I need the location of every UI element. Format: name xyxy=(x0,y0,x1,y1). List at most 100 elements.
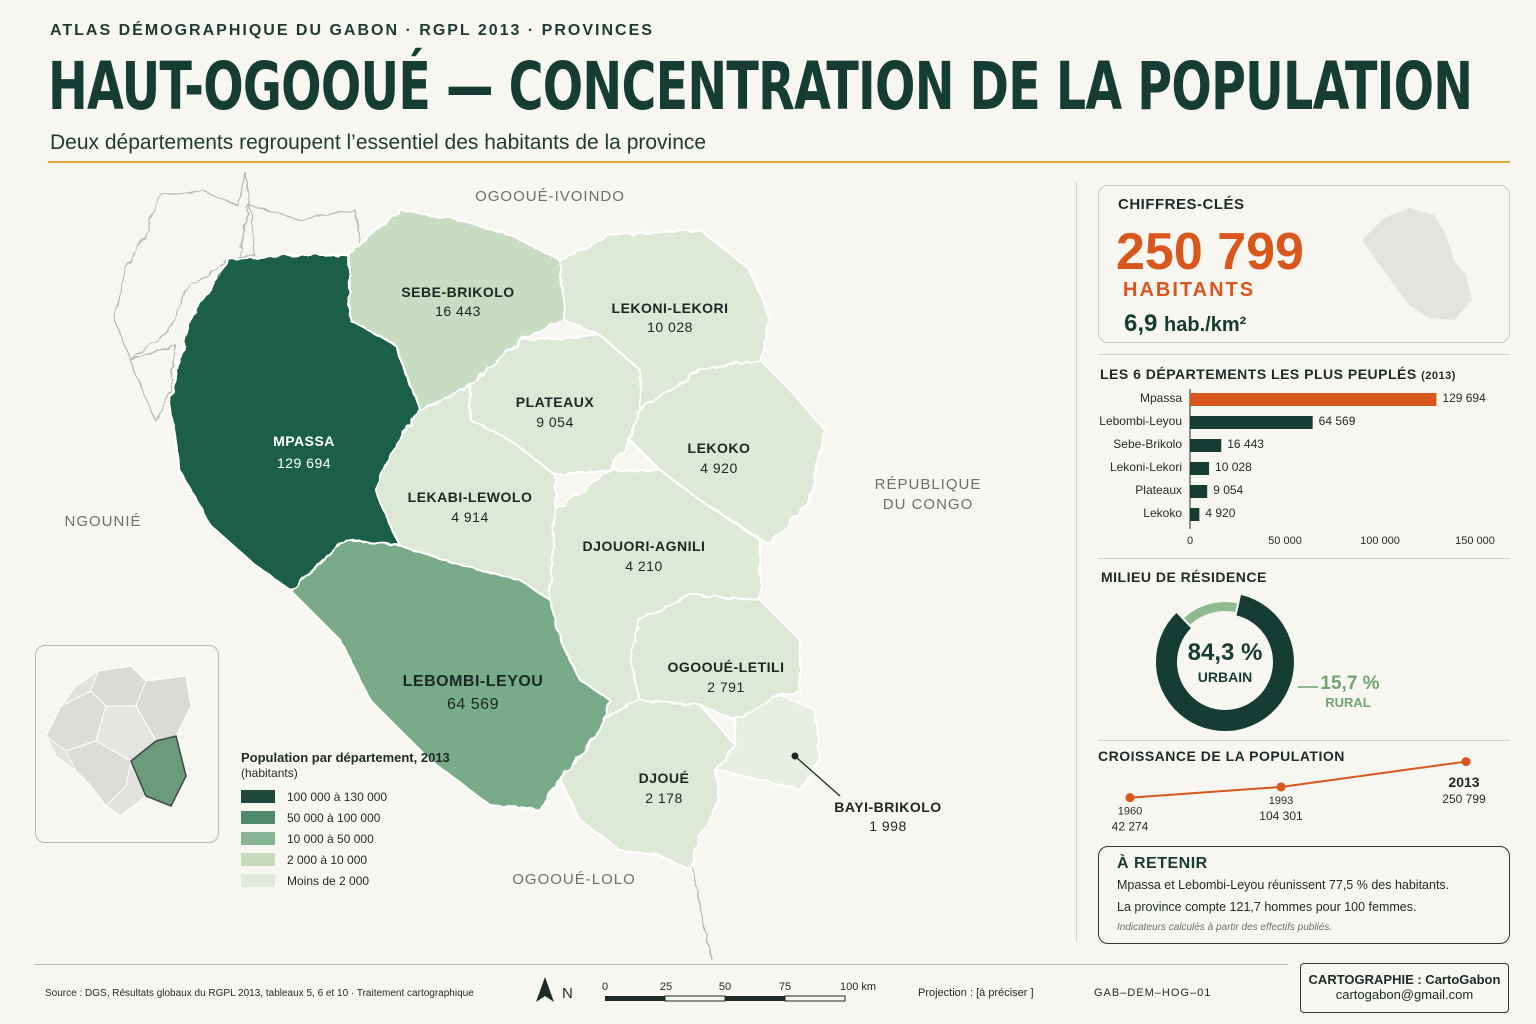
bar-value-label: 9 054 xyxy=(1213,483,1243,497)
growth-point xyxy=(1461,757,1471,767)
legend-subtitle: (habitants) xyxy=(241,766,298,780)
legend-label: Moins de 2 000 xyxy=(287,873,370,888)
province-silhouette-icon xyxy=(1362,208,1472,320)
population-growth-chart: 1960 42 274 1993 104 301 2013 250 799 xyxy=(1112,757,1486,834)
label-lekoko-name: LEKOKO xyxy=(688,440,751,456)
north-label: N xyxy=(562,985,573,1002)
residence-donut-chart: 84,3 % URBAIN 15,7 %RURAL xyxy=(1154,592,1380,733)
bar-category-label: Lekoko xyxy=(1143,506,1182,520)
bar-value-label: 64 569 xyxy=(1319,414,1356,428)
bar-axis-tick: 0 xyxy=(1187,535,1193,547)
legend-label: 10 000 à 50 000 xyxy=(287,831,374,846)
top-departments-bar-chart: Mpassa 129 694 Lebombi-Leyou 64 569 Sebe-Bri… xyxy=(1099,389,1495,547)
neighbor-east-line2: DU CONGO xyxy=(883,496,974,513)
donut-slice xyxy=(1181,600,1240,628)
density-value: 6,9 xyxy=(1124,310,1158,337)
key-takeaways-card: À RETENIR Mpassa et Lebombi-Leyou réunis… xyxy=(1098,846,1510,944)
legend-item: Moins de 2 000 xyxy=(241,870,451,891)
takeaway-line: Mpassa et Lebombi-Leyou réunissent 77,5 … xyxy=(1117,878,1450,892)
legend-item: 50 000 à 100 000 xyxy=(241,807,451,828)
dept-mpassa xyxy=(169,254,421,591)
population-unit: HABITANTS xyxy=(1123,279,1256,301)
separator xyxy=(1098,354,1510,355)
label-bayi-value: 1 998 xyxy=(869,818,907,834)
growth-year-label: 1993 xyxy=(1269,795,1293,807)
page-subtitle: Deux départements regroupent l’essentiel… xyxy=(50,131,707,154)
growth-line xyxy=(1129,760,1467,799)
north-arrow-icon: N xyxy=(536,977,573,1002)
growth-value-label: 104 301 xyxy=(1259,809,1303,823)
key-figures-card: CHIFFRES-CLÉS 250 799 HABITANTS 6,9 hab.… xyxy=(1098,185,1510,343)
label-mpassa-value: 129 694 xyxy=(277,455,331,471)
label-lebombi-value: 64 569 xyxy=(447,696,499,713)
legend-item: 10 000 à 50 000 xyxy=(241,828,451,849)
takeaway-line: La province compte 121,7 hommes pour 100… xyxy=(1117,900,1417,914)
label-djouori-name: DJOUORI-AGNILI xyxy=(583,538,706,554)
map-code: GAB–DEM–HOG–01 xyxy=(1094,987,1212,999)
takeaways-title: À RETENIR xyxy=(1117,855,1208,872)
footer-rule xyxy=(35,964,1288,965)
label-lebombi-name: LEBOMBI-LEYOU xyxy=(403,673,544,690)
scale-tick: 25 xyxy=(660,981,672,993)
rural-label: RURAL xyxy=(1325,695,1371,710)
dept-lebombi-leyou xyxy=(289,539,611,811)
neighbor-west: NGOUNIÉ xyxy=(64,513,141,530)
donut-slice xyxy=(1154,592,1296,733)
label-lekabi-name: LEKABI-LEWOLO xyxy=(408,489,533,505)
title-rule xyxy=(48,161,1510,163)
legend-swatch xyxy=(241,832,275,845)
bar-value-label: 129 694 xyxy=(1442,391,1486,405)
growth-value-label: 42 274 xyxy=(1112,820,1149,834)
growth-point xyxy=(1276,782,1286,792)
page-title: HAUT-OGOOUÉ — CONCENTRATION DE LA POPULA… xyxy=(48,48,1473,125)
label-lekoni-name: LEKONI-LEKORI xyxy=(612,300,729,316)
label-mpassa-name: MPASSA xyxy=(273,433,335,449)
legend-label: 100 000 à 130 000 xyxy=(287,789,388,804)
bar xyxy=(1190,485,1208,498)
urban-label: URBAIN xyxy=(1198,669,1252,685)
label-bayi-name: BAYI-BRIKOLO xyxy=(834,799,941,815)
bar-category-label: Plateaux xyxy=(1135,483,1182,497)
separator xyxy=(1098,740,1510,741)
separator xyxy=(1098,558,1510,559)
label-lekoni-value: 10 028 xyxy=(647,319,693,335)
bar-category-label: Sebe-Brikolo xyxy=(1113,437,1182,451)
label-sebe-value: 16 443 xyxy=(435,303,481,319)
label-letili-value: 2 791 xyxy=(707,679,745,695)
column-divider xyxy=(1076,182,1077,942)
legend-swatch xyxy=(241,790,275,803)
legend-title: Population par département, 2013 xyxy=(241,750,450,765)
growth-title: CROISSANCE DE LA POPULATION xyxy=(1098,748,1345,764)
neighbor-south: OGOOUÉ-LOLO xyxy=(512,871,636,888)
scale-tick: 50 xyxy=(719,981,731,993)
population-total: 250 799 xyxy=(1116,223,1304,281)
gabon-locator-inset xyxy=(35,645,219,843)
bayi-leader-line xyxy=(796,757,841,797)
rural-percent: 15,7 % xyxy=(1320,673,1379,694)
key-figures-title: CHIFFRES-CLÉS xyxy=(1118,196,1245,213)
label-plateaux-value: 9 054 xyxy=(536,414,574,430)
gabon-locator-map xyxy=(45,665,192,817)
bar-category-label: Mpassa xyxy=(1140,391,1182,405)
legend-swatch xyxy=(241,853,275,866)
bar-chart-title-text: LES 6 DÉPARTEMENTS LES PLUS PEUPLÉS xyxy=(1100,366,1417,382)
scale-bar: 0 25 50 75 100 km xyxy=(602,981,876,1002)
legend-label: 2 000 à 10 000 xyxy=(287,852,368,867)
bar-chart-title-suffix: (2013) xyxy=(1421,370,1456,382)
label-djouori-value: 4 210 xyxy=(625,558,663,574)
projection-note: Projection : [à préciser ] xyxy=(918,987,1034,999)
bar-category-label: Lebombi-Leyou xyxy=(1099,414,1182,428)
legend-swatch xyxy=(241,874,275,887)
label-sebe-name: SEBE-BRIKOLO xyxy=(401,284,514,300)
map-legend: Population par département, 2013 (habita… xyxy=(241,750,451,891)
bar-category-label: Lekoni-Lekori xyxy=(1110,460,1182,474)
residence-title: MILIEU DE RÉSIDENCE xyxy=(1101,569,1267,585)
scale-tick: 0 xyxy=(602,981,608,993)
bar xyxy=(1190,462,1210,475)
label-lekoko-value: 4 920 xyxy=(700,460,738,476)
legend-item: 100 000 à 130 000 xyxy=(241,786,451,807)
credit-email: cartogabon@gmail.com xyxy=(1335,987,1474,1002)
bar xyxy=(1190,439,1222,452)
label-djoue-name: DJOUÉ xyxy=(639,770,690,786)
density-figure: 6,9 hab./km² xyxy=(1124,310,1246,338)
